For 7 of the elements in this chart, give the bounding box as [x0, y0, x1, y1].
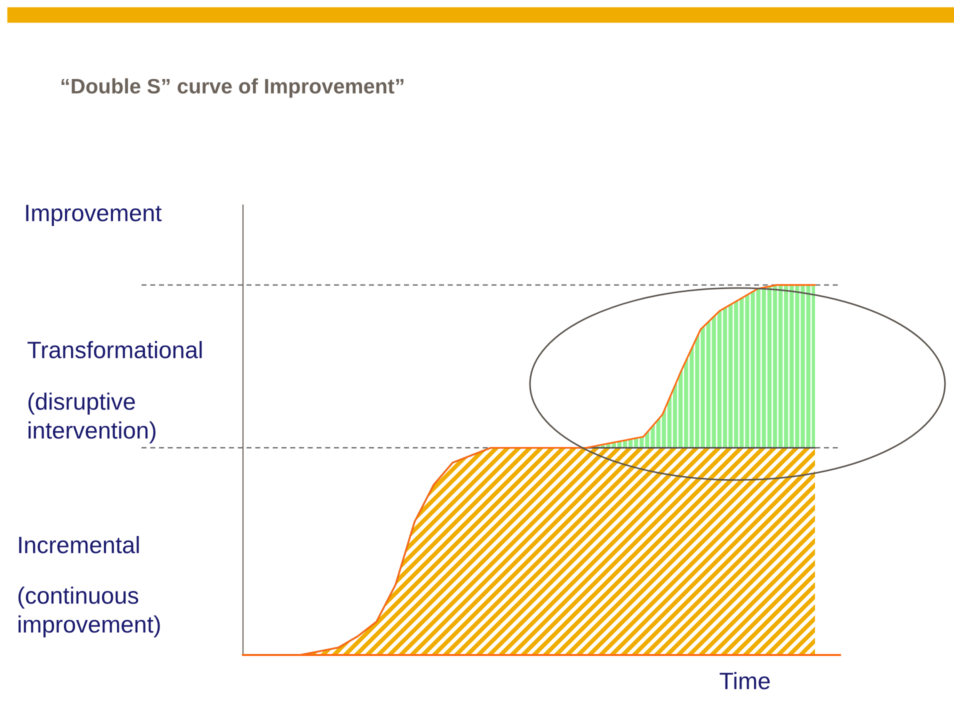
- text: Incremental: [19, 536, 139, 554]
- x-axis-title: Time: [720, 672, 770, 690]
- y-axis-title: Improvement: [26, 204, 162, 226]
- chart-title: “Double S” curve of Improvement”: [62, 78, 404, 98]
- text: (disruptive intervention): [28, 392, 156, 444]
- text: Transformational: [28, 340, 202, 358]
- text: (continuous improvement): [18, 586, 160, 638]
